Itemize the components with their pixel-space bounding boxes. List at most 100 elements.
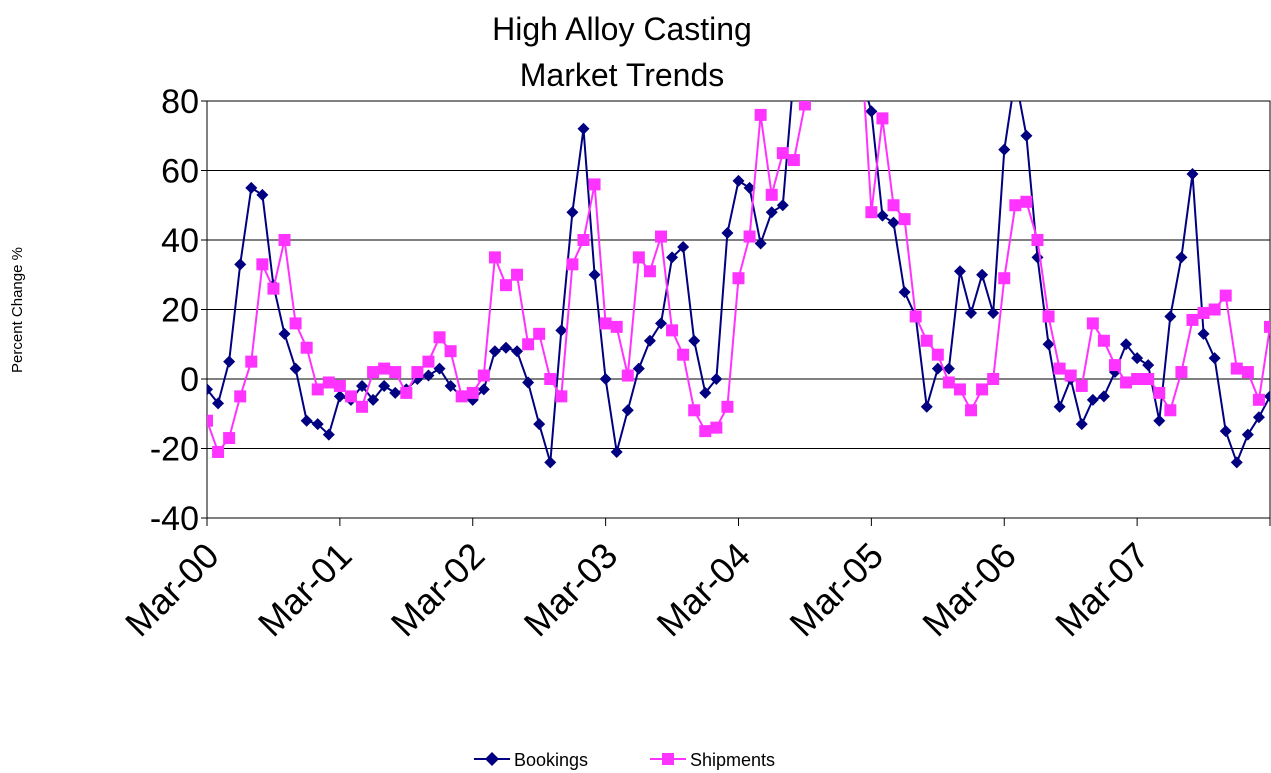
data-point-bookings: [832, 26, 844, 38]
data-point-shipments: [1197, 306, 1210, 319]
data-point-bookings: [511, 345, 524, 358]
data-point-bookings: [488, 345, 501, 358]
data-point-shipments: [1064, 369, 1077, 382]
data-point-shipments: [1031, 234, 1044, 246]
data-point-bookings: [378, 379, 391, 392]
data-point-bookings: [207, 383, 213, 396]
chart-title-line2: Market Trends: [520, 57, 725, 93]
data-point-bookings: [765, 206, 778, 219]
data-point-shipments: [422, 355, 435, 368]
legend-marker-shipments: [662, 753, 674, 765]
data-point-shipments: [1108, 359, 1121, 372]
chart-title-line1: High Alloy Casting: [492, 11, 752, 47]
data-point-shipments: [776, 147, 789, 160]
data-point-shipments: [843, 26, 855, 38]
data-point-shipments: [942, 376, 955, 389]
x-tick-label: Mar-04: [649, 535, 759, 645]
data-point-shipments: [688, 404, 701, 417]
data-point-shipments: [621, 369, 634, 382]
data-point-shipments: [654, 230, 667, 243]
data-point-bookings: [212, 397, 225, 410]
data-point-bookings: [931, 362, 944, 375]
data-point-shipments: [810, 26, 822, 38]
data-point-bookings: [333, 390, 346, 403]
y-tick-label: -40: [150, 500, 199, 538]
data-point-bookings: [499, 341, 512, 354]
data-point-shipments: [887, 199, 900, 212]
data-point-shipments: [1264, 320, 1270, 333]
data-point-bookings: [1097, 390, 1110, 403]
data-point-shipments: [1241, 366, 1254, 379]
data-point-shipments: [610, 320, 623, 333]
y-axis-ticks: 80 60 40 20 0 -20 -40: [150, 83, 207, 538]
data-point-bookings: [588, 268, 601, 281]
data-point-shipments: [832, 26, 844, 38]
x-tick-label: Mar-05: [781, 535, 891, 645]
data-point-bookings: [876, 209, 889, 222]
data-point-shipments: [522, 338, 535, 351]
data-point-bookings: [234, 258, 247, 271]
data-point-bookings: [577, 122, 590, 135]
data-point-shipments: [289, 317, 302, 330]
data-point-shipments: [1053, 362, 1066, 375]
data-point-bookings: [1164, 310, 1177, 323]
data-point-bookings: [522, 376, 535, 389]
data-point-shipments: [666, 324, 679, 337]
data-point-bookings: [1219, 425, 1232, 438]
data-point-bookings: [632, 362, 645, 375]
data-point-shipments: [212, 445, 225, 458]
data-point-shipments: [444, 345, 457, 358]
data-point-bookings: [843, 43, 855, 55]
data-point-shipments: [333, 379, 346, 392]
data-point-bookings: [942, 362, 955, 375]
data-point-shipments: [987, 373, 1000, 385]
data-point-shipments: [677, 348, 690, 361]
x-tick-label: Mar-00: [117, 535, 227, 645]
data-point-shipments: [854, 26, 866, 38]
data-point-shipments: [588, 178, 601, 191]
data-point-shipments: [909, 310, 922, 323]
data-point-shipments: [1042, 310, 1055, 323]
data-point-bookings: [1042, 338, 1055, 351]
data-point-bookings: [677, 240, 690, 253]
data-point-bookings: [710, 373, 723, 385]
data-point-bookings: [223, 355, 236, 368]
data-point-shipments: [1230, 362, 1243, 375]
y-tick-label: 20: [161, 292, 199, 330]
data-point-shipments: [920, 334, 933, 347]
data-point-bookings: [322, 428, 335, 441]
data-point-shipments: [1131, 373, 1144, 385]
data-point-bookings: [920, 400, 933, 413]
data-point-bookings: [1230, 456, 1243, 469]
data-point-shipments: [1186, 313, 1199, 326]
data-point-bookings: [1208, 352, 1221, 365]
data-point-shipments: [754, 108, 767, 121]
series-line-shipments: [207, 101, 1270, 455]
data-point-bookings: [965, 306, 978, 319]
data-point-shipments: [976, 383, 989, 396]
data-point-shipments: [1208, 303, 1221, 316]
data-point-shipments: [300, 341, 313, 354]
data-point-shipments: [787, 154, 800, 167]
data-point-bookings: [444, 379, 457, 392]
data-point-shipments: [1097, 334, 1110, 347]
data-point-shipments: [389, 366, 402, 379]
x-tick-label: Mar-06: [914, 535, 1024, 645]
data-point-bookings: [433, 362, 446, 375]
series-group: [207, 26, 1270, 469]
data-point-bookings: [1009, 71, 1021, 83]
y-axis-label: Percent Change %: [9, 247, 26, 373]
y-tick-label: 60: [161, 153, 199, 191]
data-point-shipments: [743, 230, 756, 243]
data-point-shipments: [311, 383, 324, 396]
data-point-bookings: [976, 268, 989, 281]
data-point-shipments: [1086, 317, 1099, 330]
y-tick-label: 80: [161, 83, 199, 121]
data-point-shipments: [821, 26, 833, 38]
x-axis-ticks: Mar-00 Mar-01 Mar-02 Mar-03 Mar-04 Mar-05 Mar-…: [117, 518, 1271, 645]
data-point-bookings: [654, 317, 667, 330]
data-point-bookings: [566, 206, 579, 219]
data-point-bookings: [998, 143, 1011, 156]
data-point-shipments: [566, 258, 579, 271]
